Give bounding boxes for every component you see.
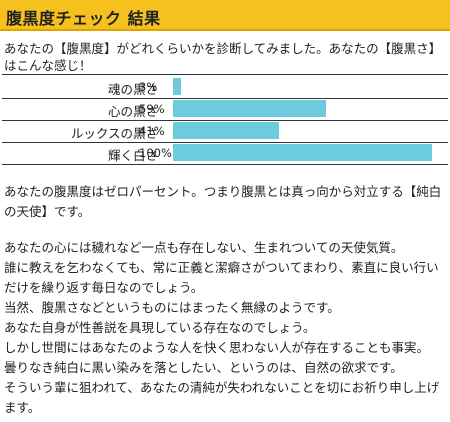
result-summary: あなたの腹黒度はゼロパーセント。つまり腹黒とは真っ向から対立する【純白の天使】で… bbox=[4, 184, 442, 219]
intro-text: あなたの【腹黒度】がどれくらいかを診断してみました。あなたの【腹黒さ】はこんな感… bbox=[4, 41, 442, 73]
score-row: 輝く白さ 100% bbox=[0, 142, 450, 164]
score-bar bbox=[173, 144, 432, 161]
score-label: 心の黒さ bbox=[107, 104, 158, 119]
score-percent: 41% bbox=[139, 124, 165, 138]
score-percent: 59% bbox=[139, 102, 165, 116]
description-line: あなた自身が性善説を具現している存在なのでしょう。 bbox=[4, 320, 316, 335]
row-divider bbox=[2, 98, 448, 99]
page-title: 腹黒度チェック 結果 bbox=[6, 9, 161, 28]
score-bar bbox=[173, 122, 279, 139]
score-bar bbox=[173, 100, 326, 117]
score-percent: 3% bbox=[139, 80, 158, 94]
result-description: あなたの心には穢れなど一点も存在しない、生まれついての天使気質。 誰に教えを乞わ… bbox=[4, 238, 448, 418]
description-line: 誰に教えを乞わなくても、常に正義と潔癖さがついてまわり、素直に良い行いだけを繰り… bbox=[4, 260, 439, 295]
score-row: 魂の黒さ 3% bbox=[0, 76, 450, 98]
result-header: 腹黒度チェック 結果 bbox=[0, 0, 450, 31]
score-label: 魂の黒さ bbox=[107, 82, 158, 97]
table-bottom-rule bbox=[2, 164, 448, 165]
score-bar bbox=[173, 78, 181, 95]
score-row: 心の黒さ 59% bbox=[0, 98, 450, 120]
description-line: そういう輩に狙われて、あなたの清純が失われないことを切にお祈り申し上げます。 bbox=[4, 380, 440, 415]
description-line: 曇りなき純白に黒い染みを落としたい、というのは、自然の欲求です。 bbox=[4, 360, 403, 375]
row-divider bbox=[2, 120, 448, 121]
score-label: 輝く白さ bbox=[107, 148, 158, 163]
table-top-rule bbox=[2, 74, 448, 75]
score-percent: 100% bbox=[139, 146, 172, 160]
description-line: あなたの心には穢れなど一点も存在しない、生まれついての天使気質。 bbox=[4, 240, 404, 255]
score-label: ルックスの黒さ bbox=[70, 126, 158, 141]
score-row: ルックスの黒さ 41% bbox=[0, 120, 450, 142]
row-divider bbox=[2, 142, 448, 143]
description-line: 当然、腹黒さなどというものにはまったく無縁のようです。 bbox=[4, 300, 340, 315]
description-line: しかし世間にはあなたのような人を快く思わない人が存在することも事実。 bbox=[4, 340, 430, 355]
